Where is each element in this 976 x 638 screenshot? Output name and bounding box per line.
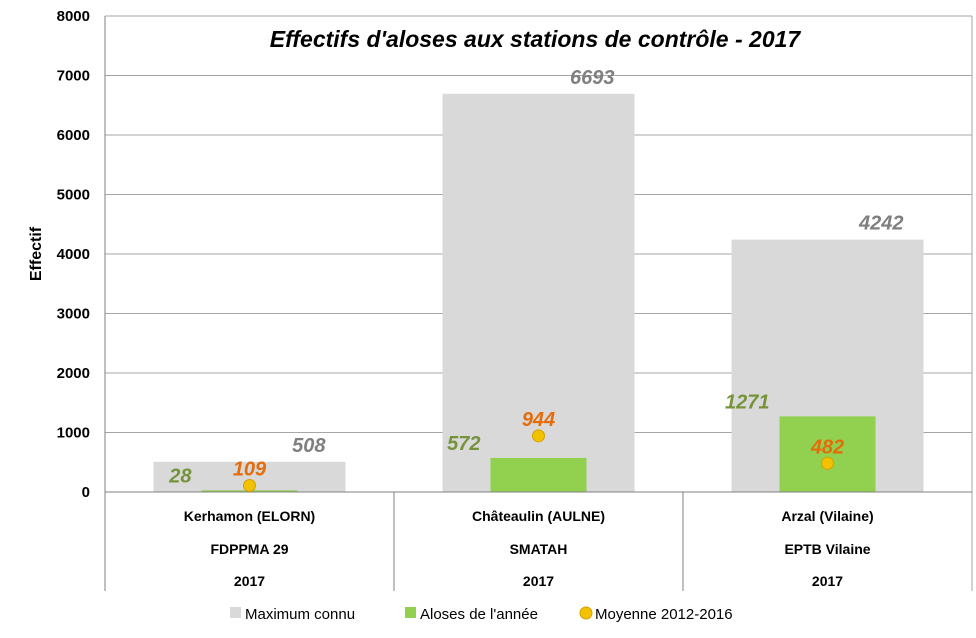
legend-swatch-moyenne [579,606,593,620]
category-label: SMATAH [510,541,568,557]
label-moyenne: 482 [810,436,844,458]
category-label: EPTB Vilaine [784,541,870,557]
y-tick-label: 0 [82,484,90,501]
y-tick-label: 3000 [57,306,90,323]
label-aloses-annee: 1271 [725,391,770,413]
legend-label-aloses-annee: Aloses de l'année [420,606,538,623]
bar-maximum-connu [442,93,635,492]
average-points [243,429,834,493]
label-moyenne: 109 [233,459,267,481]
category-label: 2017 [234,573,265,589]
legend-label-maximum-connu: Maximum connu [245,606,355,623]
bars [105,93,972,493]
bar-aloses-annee [779,416,876,492]
y-axis-ticks: 0 1000 2000 3000 4000 5000 6000 7000 8000 [57,8,90,501]
category-label: Kerhamon (ELORN) [184,508,315,524]
y-tick-label: 5000 [57,187,90,204]
y-tick-label: 4000 [57,246,90,263]
point-moyenne [821,456,834,470]
y-tick-label: 1000 [57,425,90,442]
point-moyenne [532,429,545,443]
category-axis: Kerhamon (ELORN) FDPPMA 29 2017 Châteaulin … [184,492,874,591]
category-label: 2017 [812,573,843,589]
bar-aloses-annee [490,457,587,492]
legend-swatch-maximum-connu [230,607,241,618]
label-maximum-connu: 508 [292,435,326,457]
chart-title: Effectifs d'aloses aux stations de contr… [270,26,802,52]
y-tick-label: 7000 [57,68,90,85]
data-labels: 508 28 109 6693 572 944 4242 1271 482 [168,67,903,488]
legend-label-moyenne: Moyenne 2012-2016 [595,606,733,623]
label-maximum-connu: 4242 [858,213,904,235]
y-tick-label: 2000 [57,365,90,382]
legend-swatch-aloses-annee [405,607,416,618]
label-maximum-connu: 6693 [570,67,615,89]
label-moyenne: 944 [522,409,555,431]
point-moyenne [243,479,256,493]
y-tick-label: 6000 [57,127,90,144]
y-axis-label: Effectif [28,226,45,281]
legend: Maximum connu Aloses de l'année Moyenne 20… [230,606,733,623]
category-label: 2017 [523,573,554,589]
label-aloses-annee: 28 [168,465,192,487]
label-aloses-annee: 572 [447,433,480,455]
category-label: Arzal (Vilaine) [781,508,873,524]
category-label: Châteaulin (AULNE) [472,508,605,524]
y-tick-label: 8000 [57,8,90,25]
category-label: FDPPMA 29 [210,541,288,557]
